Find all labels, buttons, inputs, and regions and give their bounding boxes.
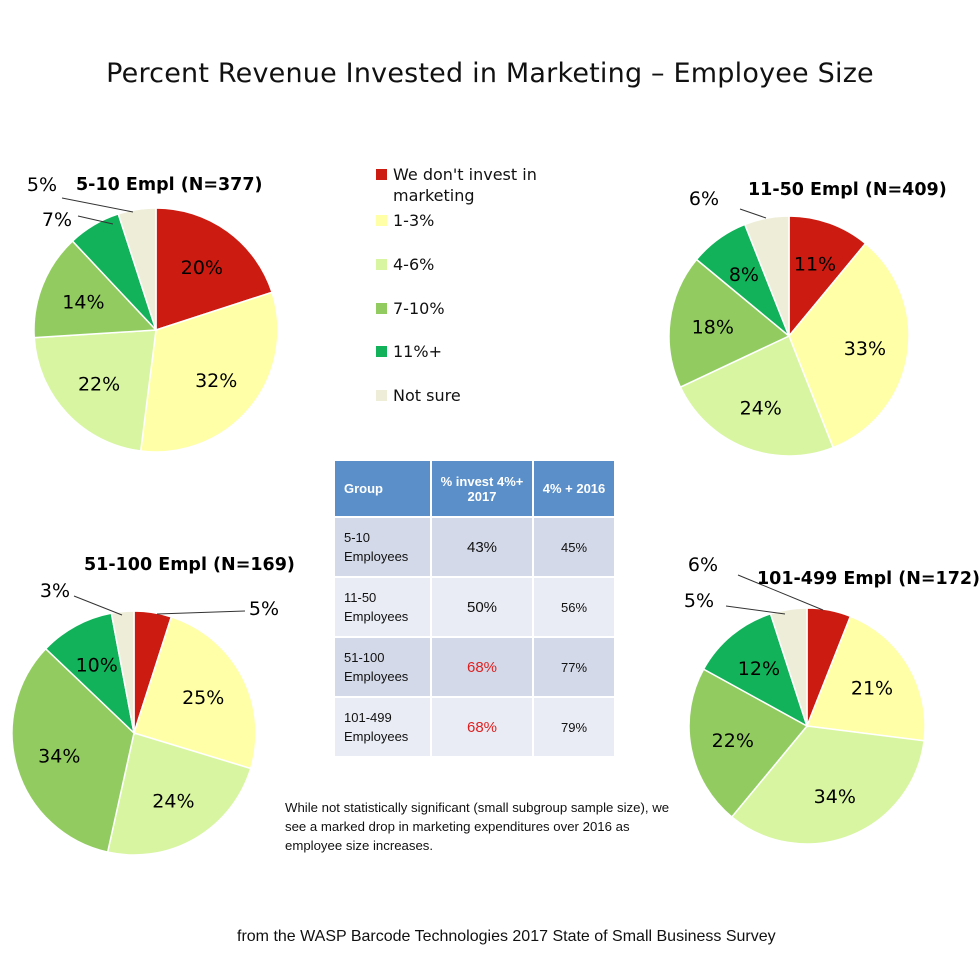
slice-label: 5% [27,174,57,196]
legend-item: We don't invest in marketing [376,164,573,206]
slice-label: 24% [152,790,194,812]
pie-slice [133,615,257,770]
pie-slice [33,329,157,452]
table-header-cell: % invest 4%+ 2017 [431,461,534,517]
table-cell-group: 101-499 Employees [335,696,432,756]
table-header-cell: 4% + 2016 [533,461,614,517]
legend-label: 7-10% [393,299,445,318]
main-title: Percent Revenue Invested in Marketing – … [106,58,874,89]
pie-slice [668,258,791,389]
slice-label: 7% [42,209,72,231]
slice-label: 6% [688,554,718,576]
slice-label: 5% [249,598,279,620]
slice-label: 32% [195,370,237,392]
summary-table: Group % invest 4%+ 2017 4% + 2016 5-10 E… [335,461,614,756]
pie-slice [33,240,158,339]
slice-label: 8% [729,264,759,286]
pie-slice [106,732,252,856]
pie-slice [788,215,867,339]
slice-label: 18% [692,316,734,338]
pie-slice [743,215,790,337]
slice-label: 20% [181,257,223,279]
leader-line [725,605,786,615]
pie-slice [117,207,157,331]
pie-slice [110,610,135,734]
leader-line [73,595,123,616]
slice-label: 22% [712,730,754,752]
table-cell-2016: 45% [533,516,614,577]
table-cell-2016: 79% [533,696,614,756]
slice-label: 12% [738,658,780,680]
pie-slice [805,615,926,742]
pie-slice [44,612,136,736]
table-cell-2017: 68% [431,636,534,697]
pie-slice [788,242,910,449]
legend-swatch [376,259,387,270]
pie-title: 5-10 Empl (N=377) [76,175,263,195]
legend-label: We don't invest in marketing [393,165,537,205]
legend-swatch [376,215,387,226]
legend-label: 11%+ [393,342,442,361]
table-cell-2016: 56% [533,576,614,637]
leader-line [156,610,246,615]
pie-slice [769,607,808,727]
legend-label: 4-6% [393,255,435,274]
legend-label: Not sure [393,386,461,405]
legend-item: 1-3% [376,210,573,231]
leader-line [77,215,114,225]
slice-label: 33% [844,338,886,360]
pie-slice [702,612,809,728]
slice-label: 10% [76,654,118,676]
table-row: 5-10 Employees 43% 45% [335,516,614,577]
legend-label: 1-3% [393,211,435,230]
slice-label: 25% [182,687,224,709]
table-cell-group: 11-50 Employees [335,576,432,637]
slice-label: 6% [689,188,719,210]
table-cell-2017: 43% [431,516,534,577]
table-header-cell: Group [335,461,432,517]
slice-label: 34% [814,786,856,808]
pie-slice [155,207,273,332]
slice-label: 14% [62,291,104,313]
legend-swatch [376,390,387,401]
table-cell-group: 5-10 Employees [335,516,432,577]
footnote: While not statistically significant (sma… [285,800,670,853]
legend-swatch [376,303,387,314]
pie-slice [11,647,135,854]
legend-item: Not sure [376,385,573,406]
table-row: 11-50 Employees 50% 56% [335,576,614,637]
table-cell-2016: 77% [533,636,614,697]
slice-label: 11% [794,254,836,276]
table-cell-2017: 68% [431,696,534,756]
legend-item: 7-10% [376,298,573,319]
slice-label: 3% [40,580,70,602]
pie-title: 11-50 Empl (N=409) [748,180,947,200]
pie-slice [139,291,279,453]
pie-slice [730,725,925,845]
slice-label: 22% [78,373,120,395]
table-row: 101-499 Employees 68% 79% [335,696,614,756]
pie-slice [679,334,835,457]
pie-slice [688,668,809,818]
legend-swatch [376,346,387,357]
table-cell-group: 51-100 Employees [335,636,432,697]
leader-line [737,574,824,611]
source-note: from the WASP Barcode Technologies 2017 … [237,928,776,945]
pie-title: 101-499 Empl (N=172) [757,569,980,589]
pie-title: 51-100 Empl (N=169) [84,555,295,575]
legend-item: 11%+ [376,341,573,362]
slice-label: 5% [684,590,714,612]
slice-label: 34% [38,746,80,768]
legend-item: 4-6% [376,254,573,275]
leader-line [739,208,767,219]
leader-line [61,197,134,213]
table-cell-2017: 50% [431,576,534,637]
legend-swatch [376,169,387,180]
slice-label: 24% [740,397,782,419]
slice-label: 21% [851,678,893,700]
table-header-row: Group % invest 4%+ 2017 4% + 2016 [335,461,614,517]
table-row: 51-100 Employees 68% 77% [335,636,614,697]
